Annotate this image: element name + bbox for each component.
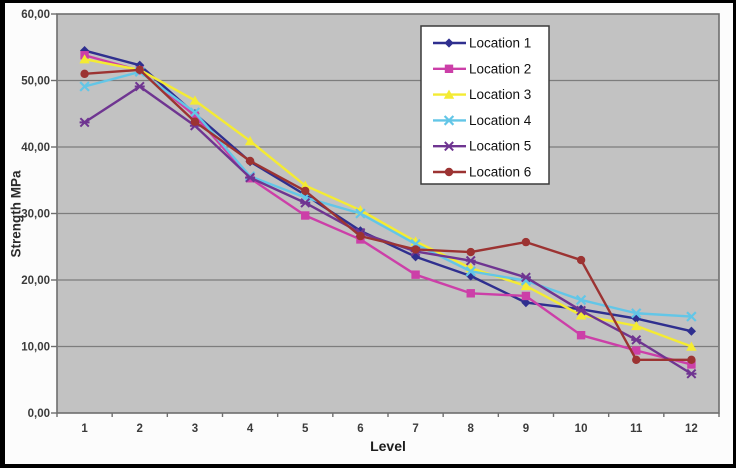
series-marker-location-5 xyxy=(245,172,256,183)
series-marker-location-4 xyxy=(686,311,697,322)
series-marker-location-4 xyxy=(355,208,366,219)
series-marker-location-5 xyxy=(686,368,697,379)
x-tick-label: 8 xyxy=(468,423,475,435)
x-tick-label: 9 xyxy=(523,423,529,435)
frame-left xyxy=(0,0,5,468)
series-marker-location-3 xyxy=(189,95,201,105)
series-marker-location-6 xyxy=(576,255,586,265)
legend-label-location-2: Location 2 xyxy=(469,61,531,76)
series-marker-location-5 xyxy=(576,305,587,316)
series-marker-location-4 xyxy=(79,81,90,92)
series-marker-location-6 xyxy=(245,156,255,166)
series-marker-location-6 xyxy=(301,186,310,196)
series-marker-location-5 xyxy=(79,117,90,128)
legend-marker-location-5 xyxy=(444,141,454,152)
frame-right xyxy=(733,0,736,468)
series-marker-location-2 xyxy=(466,289,475,298)
series-marker-location-2 xyxy=(411,270,420,279)
series-marker-location-6 xyxy=(411,245,420,254)
series-line-location-4 xyxy=(84,70,692,318)
series-line-location-3 xyxy=(84,58,692,348)
y-axis-title: Strength MPa xyxy=(8,170,24,258)
series-marker-location-3 xyxy=(575,310,587,320)
legend-label-location-5: Location 5 xyxy=(469,139,531,154)
series-marker-location-4 xyxy=(465,266,476,277)
series-marker-location-3 xyxy=(520,280,532,291)
x-tick-label: 12 xyxy=(685,423,698,435)
series-marker-location-5 xyxy=(631,334,642,345)
legend-marker-location-2 xyxy=(444,64,454,73)
y-tick-label: 10,00 xyxy=(21,342,50,354)
legend-label-location-1: Location 1 xyxy=(469,36,531,51)
y-tick-label: 40,00 xyxy=(21,142,50,154)
frame-bottom xyxy=(0,464,736,468)
series-marker-location-6 xyxy=(632,355,641,364)
x-tick-label: 1 xyxy=(81,423,88,435)
legend-marker-location-1 xyxy=(444,38,454,48)
x-tick-label: 10 xyxy=(575,423,588,435)
series-marker-location-6 xyxy=(135,65,144,75)
series-line-location-6 xyxy=(84,68,692,361)
legend-marker-location-3 xyxy=(443,89,455,99)
legend-label-location-3: Location 3 xyxy=(469,87,531,102)
legend-label-location-6: Location 6 xyxy=(469,165,531,180)
series-marker-location-2 xyxy=(576,330,586,340)
legend-label-location-4: Location 4 xyxy=(469,113,532,128)
series-marker-location-5 xyxy=(520,272,531,283)
y-tick-label: 50,00 xyxy=(21,76,50,88)
series-marker-location-2 xyxy=(632,346,641,355)
x-axis-title: Level xyxy=(370,438,406,454)
legend-marker-location-4 xyxy=(443,115,455,126)
x-tick-label: 5 xyxy=(302,423,309,435)
y-tick-label: 60,00 xyxy=(21,9,50,21)
series-marker-location-6 xyxy=(466,247,475,257)
series-marker-location-3 xyxy=(631,320,642,331)
legend-marker-location-6 xyxy=(444,167,454,177)
series-marker-location-2 xyxy=(190,111,200,120)
frame-top xyxy=(0,0,736,3)
series-marker-location-6 xyxy=(687,355,696,364)
x-tick-label: 7 xyxy=(412,423,418,435)
series-line-location-2 xyxy=(84,54,692,366)
series-marker-location-4 xyxy=(631,308,642,319)
x-tick-label: 2 xyxy=(137,423,143,435)
series-marker-location-4 xyxy=(575,294,587,306)
legend-box xyxy=(420,25,550,185)
series-marker-location-2 xyxy=(521,291,531,301)
series-marker-location-6 xyxy=(190,117,200,126)
y-tick-label: 0,00 xyxy=(28,408,50,420)
series-marker-location-3 xyxy=(244,136,256,146)
y-tick-label: 30,00 xyxy=(21,209,50,221)
series-marker-location-4 xyxy=(189,107,201,118)
series-marker-location-5 xyxy=(300,197,311,208)
series-marker-location-3 xyxy=(79,54,90,64)
series-marker-location-2 xyxy=(301,211,310,220)
x-tick-label: 6 xyxy=(357,423,363,435)
x-tick-label: 4 xyxy=(247,423,254,435)
series-marker-location-1 xyxy=(686,326,697,336)
x-tick-label: 3 xyxy=(192,423,198,435)
y-tick-label: 20,00 xyxy=(21,275,50,287)
series-marker-location-5 xyxy=(134,81,145,92)
series-marker-location-6 xyxy=(356,231,365,241)
series-marker-location-6 xyxy=(521,237,531,247)
series-marker-location-1 xyxy=(521,298,531,308)
series-marker-location-5 xyxy=(465,255,476,266)
series-marker-location-3 xyxy=(686,341,697,351)
series-marker-location-3 xyxy=(300,180,311,190)
x-tick-label: 11 xyxy=(630,423,643,435)
series-marker-location-2 xyxy=(687,360,696,369)
series-marker-location-6 xyxy=(80,69,89,79)
